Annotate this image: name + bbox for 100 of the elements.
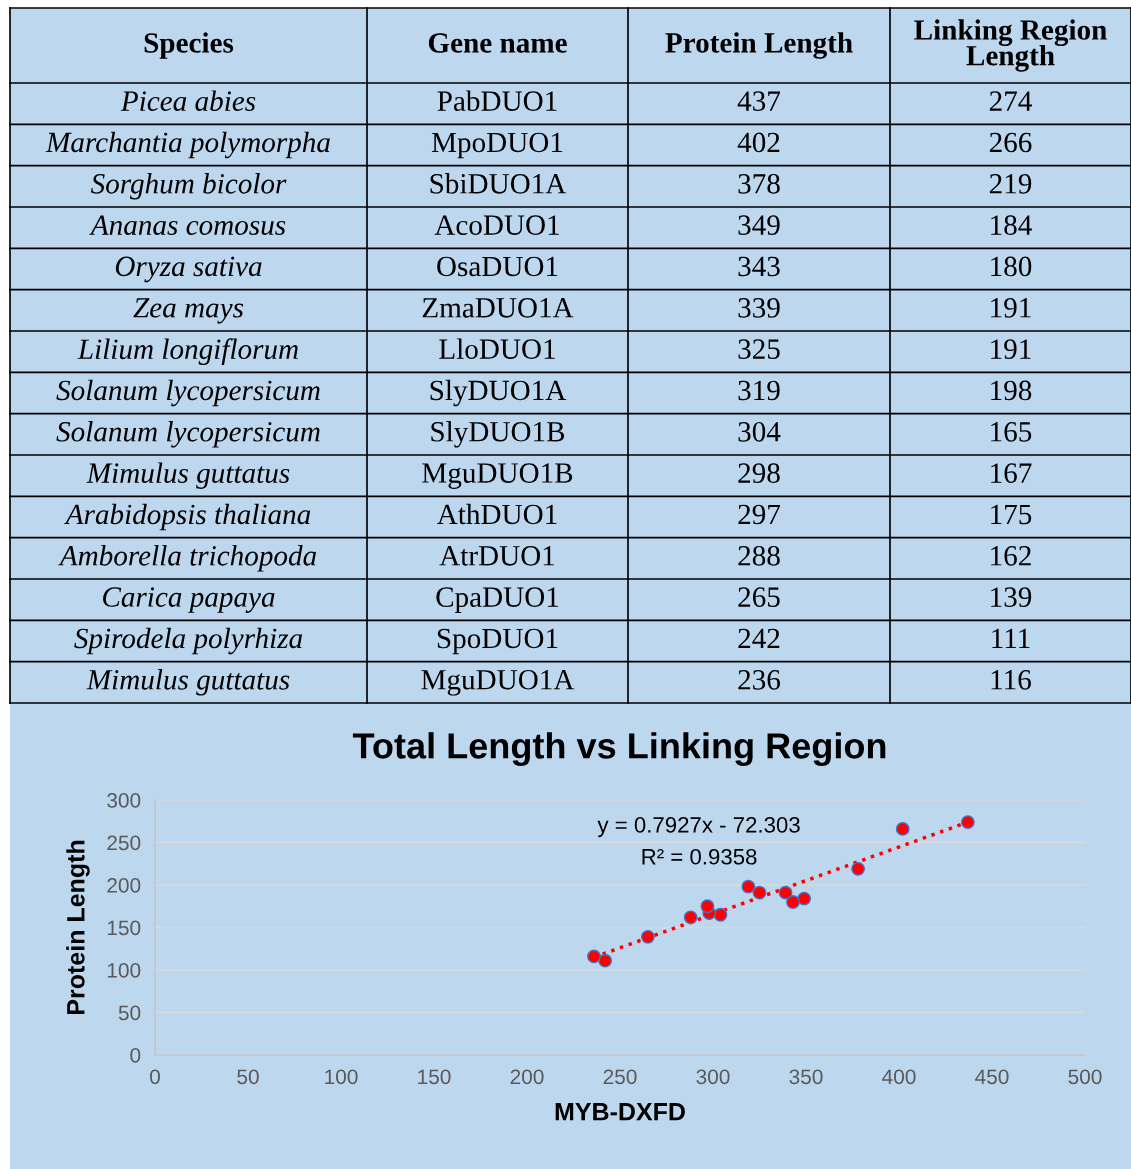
text: MpoDUO1 bbox=[431, 132, 563, 159]
text: Mimulus guttatus bbox=[86, 669, 290, 696]
text: Zea mays bbox=[133, 298, 244, 324]
point bbox=[960, 815, 975, 830]
text: Solanum lycopersicum bbox=[56, 379, 320, 407]
text: LloDUO1 bbox=[439, 338, 555, 359]
text: PabDUO1 bbox=[437, 90, 557, 111]
text: ZmaDUO1A bbox=[422, 298, 574, 318]
text: Carica papaya bbox=[103, 587, 275, 613]
point bbox=[786, 895, 800, 909]
x-tick-label: 250 bbox=[603, 1069, 637, 1085]
text: Linking Region Length bbox=[914, 19, 1107, 72]
text: MguDUO1A bbox=[421, 669, 575, 696]
point bbox=[683, 910, 698, 925]
text: Gene name bbox=[428, 33, 567, 53]
text: 236 bbox=[738, 670, 780, 690]
text: 266 bbox=[989, 132, 1032, 153]
text: 319 bbox=[738, 380, 780, 401]
text: AthDUO1 bbox=[437, 503, 557, 525]
text: MguDUO1B bbox=[422, 463, 573, 489]
text: AtrDUO1 bbox=[439, 546, 555, 566]
text: Oryza sativa bbox=[115, 256, 262, 283]
text: 191 bbox=[991, 298, 1031, 318]
x-tick-label: 0 bbox=[150, 1069, 160, 1085]
text: 298 bbox=[738, 463, 780, 483]
x-tick-label: 300 bbox=[696, 1069, 730, 1085]
point bbox=[752, 885, 767, 900]
text: 116 bbox=[991, 670, 1031, 690]
x-tick-label: 450 bbox=[975, 1069, 1009, 1085]
text: 139 bbox=[991, 587, 1032, 607]
text: Mimulus guttatus bbox=[86, 462, 290, 489]
point bbox=[778, 885, 793, 900]
text: 274 bbox=[989, 91, 1032, 111]
point bbox=[700, 899, 715, 914]
y-tick-label: 250 bbox=[107, 835, 141, 851]
text: Ananas comosus bbox=[89, 215, 286, 236]
text: 175 bbox=[991, 504, 1032, 525]
text: 198 bbox=[991, 380, 1032, 401]
text: 191 bbox=[991, 339, 1031, 359]
point bbox=[895, 821, 910, 836]
x-tick-label: 100 bbox=[325, 1069, 358, 1085]
point bbox=[741, 879, 756, 894]
text: Sorghum bicolor bbox=[90, 173, 287, 200]
text: Solanum lycopersicum bbox=[56, 421, 320, 448]
text: 165 bbox=[991, 422, 1032, 442]
text: SlyDUO1A bbox=[430, 379, 567, 407]
point bbox=[640, 929, 655, 944]
text: 242 bbox=[738, 628, 780, 649]
text: 349 bbox=[738, 215, 780, 235]
text: SpoDUO1 bbox=[437, 628, 558, 655]
text: Amborella trichopoda bbox=[58, 545, 317, 572]
text: 162 bbox=[991, 546, 1031, 566]
x-tick-label: 50 bbox=[237, 1069, 259, 1085]
x-tick-label: 200 bbox=[510, 1069, 544, 1085]
x-tick-label: 150 bbox=[418, 1069, 451, 1085]
text: 304 bbox=[738, 421, 781, 442]
text: Species bbox=[144, 32, 234, 59]
text: SbiDUO1A bbox=[430, 173, 567, 194]
x-tick-label: 500 bbox=[1068, 1069, 1102, 1085]
x-tick-label: 350 bbox=[789, 1069, 823, 1085]
text: 111 bbox=[992, 628, 1030, 649]
x-tick-label: 400 bbox=[882, 1069, 916, 1085]
text: 378 bbox=[738, 173, 780, 194]
text: 325 bbox=[738, 339, 780, 359]
text: Picea abies bbox=[120, 90, 256, 111]
y-axis-title: Protein Length bbox=[66, 840, 90, 1015]
text: Arabidopsis thaliana bbox=[64, 503, 311, 531]
text: 402 bbox=[737, 132, 780, 153]
text: 167 bbox=[991, 463, 1032, 483]
text: 288 bbox=[738, 545, 780, 566]
annotation: R² = 0.9358 bbox=[642, 848, 757, 865]
text: 297 bbox=[738, 504, 781, 525]
text: 343 bbox=[738, 256, 780, 277]
text: 184 bbox=[991, 215, 1032, 235]
y-tick-label: 0 bbox=[130, 1048, 141, 1063]
text: 339 bbox=[738, 298, 780, 318]
y-tick-label: 200 bbox=[107, 878, 141, 893]
text: 219 bbox=[989, 174, 1032, 194]
text: AcoDUO1 bbox=[434, 215, 559, 235]
text: SlyDUO1B bbox=[431, 421, 565, 448]
text: OsaDUO1 bbox=[437, 256, 558, 277]
point bbox=[797, 891, 812, 906]
x-axis-title: MYB-DXFD bbox=[555, 1103, 685, 1121]
text: Spirodela polyrhiza bbox=[74, 627, 303, 655]
y-tick-label: 50 bbox=[118, 1005, 141, 1021]
text: 180 bbox=[991, 256, 1032, 277]
text: Lilium longiflorum bbox=[77, 338, 298, 366]
chart-title: Total Length vs Linking Region bbox=[352, 732, 886, 766]
text: 437 bbox=[737, 91, 781, 111]
text: CpaDUO1 bbox=[436, 587, 559, 613]
point bbox=[851, 861, 865, 876]
y-tick-label: 150 bbox=[107, 920, 141, 936]
y-tick-label: 100 bbox=[107, 963, 141, 978]
y-tick-label: 300 bbox=[107, 793, 141, 808]
text: Marchantia polymorpha bbox=[45, 131, 330, 159]
annotation: y = 0.7927x - 72.303 bbox=[597, 817, 800, 838]
text: Protein Length bbox=[665, 32, 853, 59]
point bbox=[598, 953, 613, 968]
text: 265 bbox=[738, 587, 780, 607]
point bbox=[587, 949, 601, 964]
